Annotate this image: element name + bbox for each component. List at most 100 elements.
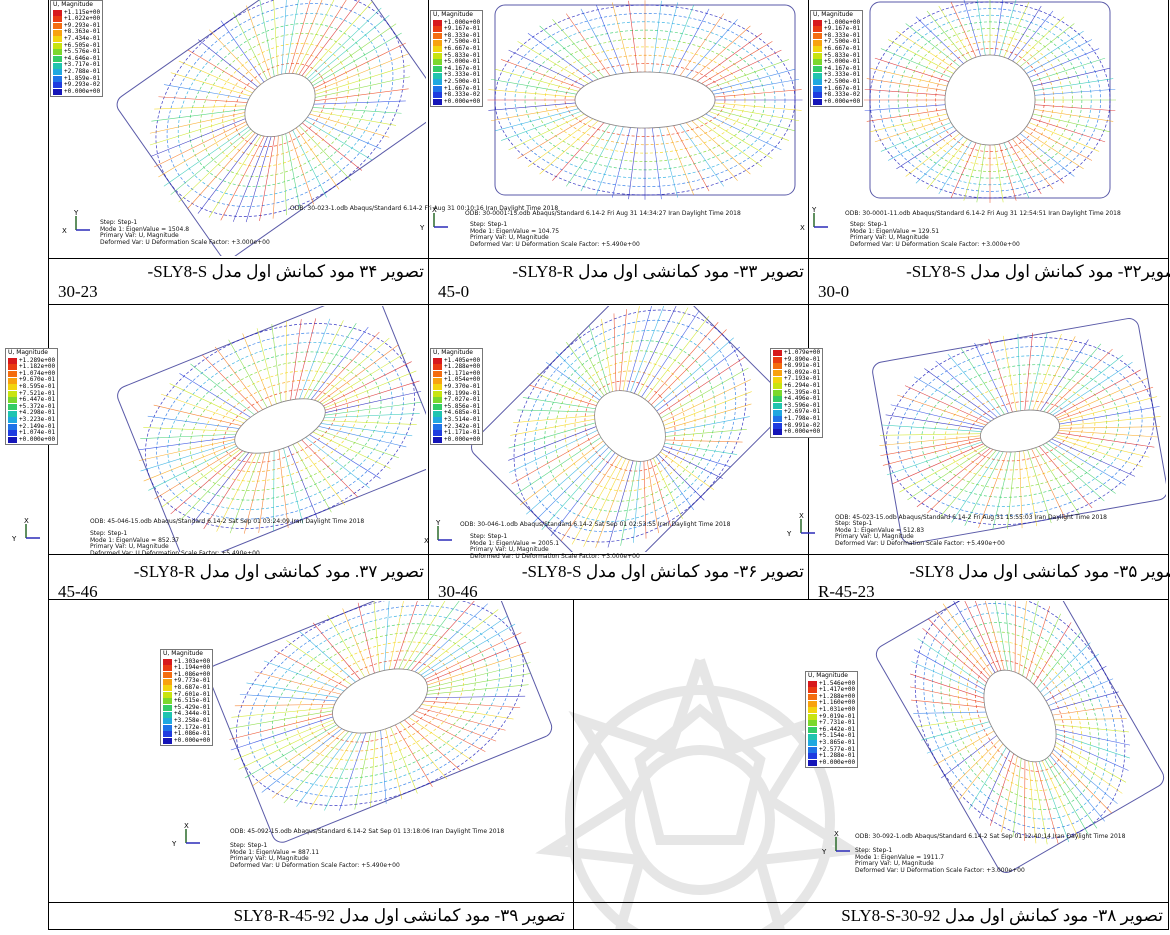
- legend-swatch: [433, 357, 442, 364]
- figure-caption: تصویر ۳۳- مود کمانشی اول مدل SLY8-R- 45-0: [432, 262, 804, 302]
- legend-value: +9.370e-01: [444, 382, 481, 390]
- legend-entry: +2.577e-01: [808, 745, 856, 754]
- legend-value: +9.773e-01: [174, 677, 211, 685]
- table-border: [808, 0, 809, 304]
- legend-swatch: [53, 62, 62, 69]
- legend-entry: +7.500e-01: [433, 39, 480, 46]
- legend-swatch: [773, 422, 782, 429]
- step-info-mode: Mode 1: EigenValue = 1911.7: [855, 853, 945, 861]
- legend-entry: +5.000e-01: [813, 59, 860, 66]
- legend-swatch: [8, 371, 17, 378]
- legend-value: +9.890e-01: [784, 355, 821, 363]
- legend-entry: +4.496e-01: [773, 396, 820, 403]
- legend-value: +4.646e-01: [64, 54, 101, 62]
- legend-swatch: [773, 403, 782, 410]
- legend-value: +6.294e-01: [784, 381, 821, 389]
- legend-entry: +1.289e+00: [8, 357, 55, 365]
- legend-swatch: [773, 350, 782, 357]
- axis-label-up: Y: [435, 519, 441, 527]
- legend-value: +0.000e+00: [19, 435, 56, 443]
- legend-entry: +7.601e-01: [163, 691, 210, 699]
- legend-swatch: [808, 694, 817, 701]
- legend-value: +2.577e-01: [819, 745, 856, 753]
- legend-value: +7.434e-01: [64, 34, 101, 42]
- legend-entry: +9.890e-01: [773, 355, 821, 364]
- legend-entry: +7.193e-01: [773, 376, 820, 383]
- legend-value: +2.342e-01: [444, 422, 481, 430]
- deformed-mesh-plot: [872, 318, 1166, 544]
- legend-swatch: [433, 85, 442, 92]
- legend-swatch: [808, 760, 817, 767]
- figure-fig39: U, Magnitude +1.303e+00 +1.194e+00 +1.086e+…: [50, 601, 571, 900]
- legend-value: +3.333e-01: [824, 71, 861, 79]
- legend-entry: +8.991e-01: [773, 363, 820, 370]
- legend-value: +1.859e-01: [64, 74, 101, 82]
- legend-entry: +7.500e-01: [813, 39, 860, 46]
- legend-entry: +0.000e+00: [53, 88, 100, 96]
- legend-swatch: [813, 85, 822, 92]
- legend-swatch: [53, 23, 62, 30]
- legend-swatch: [53, 42, 62, 49]
- figure-caption: تصویر ۳۷. مود کمانشی اول مدل SLY8-R- 45-4…: [52, 562, 424, 602]
- legend-swatch: [163, 731, 172, 738]
- legend-entry: +2.342e-01: [433, 422, 481, 431]
- contour-legend: U, Magnitude +1.115e+00 +1.022e+00 +9.293e-…: [50, 0, 104, 98]
- legend-swatch: [433, 66, 442, 73]
- legend-swatch: [53, 49, 62, 56]
- legend-value: +8.333e-01: [824, 31, 861, 39]
- legend-swatch: [773, 370, 782, 377]
- legend-value: +1.031e+00: [819, 705, 856, 713]
- legend-swatch: [8, 384, 17, 391]
- legend-title: U, Magnitude: [163, 650, 203, 657]
- legend-swatch: [773, 363, 782, 370]
- legend-value: +9.293e-02: [64, 81, 101, 89]
- figure-caption: تصویر ۳۹- مود کمانشی اول مدل SLY8-R-45-9…: [160, 906, 565, 926]
- legend-entry: +1.667e-01: [433, 85, 480, 93]
- step-info-primary: Primary Var: U, Magnitude: [100, 232, 179, 240]
- legend-value: +7.500e-01: [444, 38, 481, 46]
- legend-entry: +8.333e-02: [433, 92, 480, 99]
- contour-legend: U, Magnitude +1.405e+00 +1.288e+00 +1.171e+…: [430, 348, 484, 446]
- legend-value: +1.288e-01: [819, 752, 856, 760]
- legend-swatch: [773, 383, 782, 390]
- table-border: [48, 258, 1169, 259]
- legend-swatch: [8, 377, 17, 384]
- legend-swatch: [53, 9, 62, 16]
- figure-caption: تصویر ۳۴ مود کمانش اول مدل SLY8-S- 30-23: [52, 262, 424, 302]
- step-info: Step: Step-1 Mode 1: EigenValue = 512.83 P…: [835, 520, 1005, 547]
- legend-swatch: [433, 430, 442, 437]
- legend-entry: +3.223e-01: [8, 416, 55, 424]
- legend-title: U, Magnitude: [8, 349, 48, 356]
- legend-swatch: [163, 738, 172, 745]
- legend-entry: +9.167e-01: [433, 26, 480, 33]
- step-info-primary: Primary Var: U, Magnitude: [850, 234, 929, 242]
- legend-entry: +1.798e-01: [773, 415, 820, 423]
- legend-value: +4.298e-01: [19, 409, 56, 417]
- step-info-step: Step: Step-1: [850, 221, 888, 228]
- legend-entry: +0.000e+00: [163, 737, 210, 745]
- legend-entry: +5.856e-01: [433, 403, 480, 411]
- legend-swatch: [163, 718, 172, 725]
- legend-entry: +1.194e+00: [163, 665, 210, 672]
- contour-legend: U, Magnitude +1.289e+00 +1.182e+00 +1.074e+…: [5, 348, 59, 446]
- legend-entry: +3.514e-01: [433, 416, 480, 424]
- legend-swatch: [53, 56, 62, 63]
- figure-caption: تصویر ۳۶- مود کمانش اول مدل SLY8-S- 30-46: [432, 562, 804, 602]
- axis-label-side: X: [62, 227, 67, 235]
- legend-swatch: [53, 36, 62, 43]
- step-info-primary: Primary Var: U, Magnitude: [835, 533, 914, 541]
- legend-entry: +2.697e-01: [773, 409, 820, 416]
- legend-swatch: [53, 29, 62, 36]
- figure-fig38: U, Magnitude +1.546e+00 +1.417e+00 +1.288e+…: [575, 601, 1166, 900]
- legend-entry: +6.515e-01: [163, 698, 210, 705]
- odb-info: ODB: 30-023-1.odb Abaqus/Standard 6.14-2…: [290, 205, 559, 212]
- step-info-deformed: Deformed Var: U Deformation Scale Factor…: [230, 861, 400, 869]
- legend-swatch: [773, 416, 782, 423]
- step-info-deformed: Deformed Var: U Deformation Scale Factor…: [470, 552, 640, 560]
- legend-value: +6.515e-01: [174, 697, 211, 705]
- legend-value: +5.000e-01: [444, 58, 481, 66]
- legend-entry: +6.442e-01: [808, 726, 855, 734]
- legend-swatch: [433, 79, 442, 86]
- legend-entry: +1.171e+00: [433, 370, 480, 378]
- legend-swatch: [433, 377, 442, 384]
